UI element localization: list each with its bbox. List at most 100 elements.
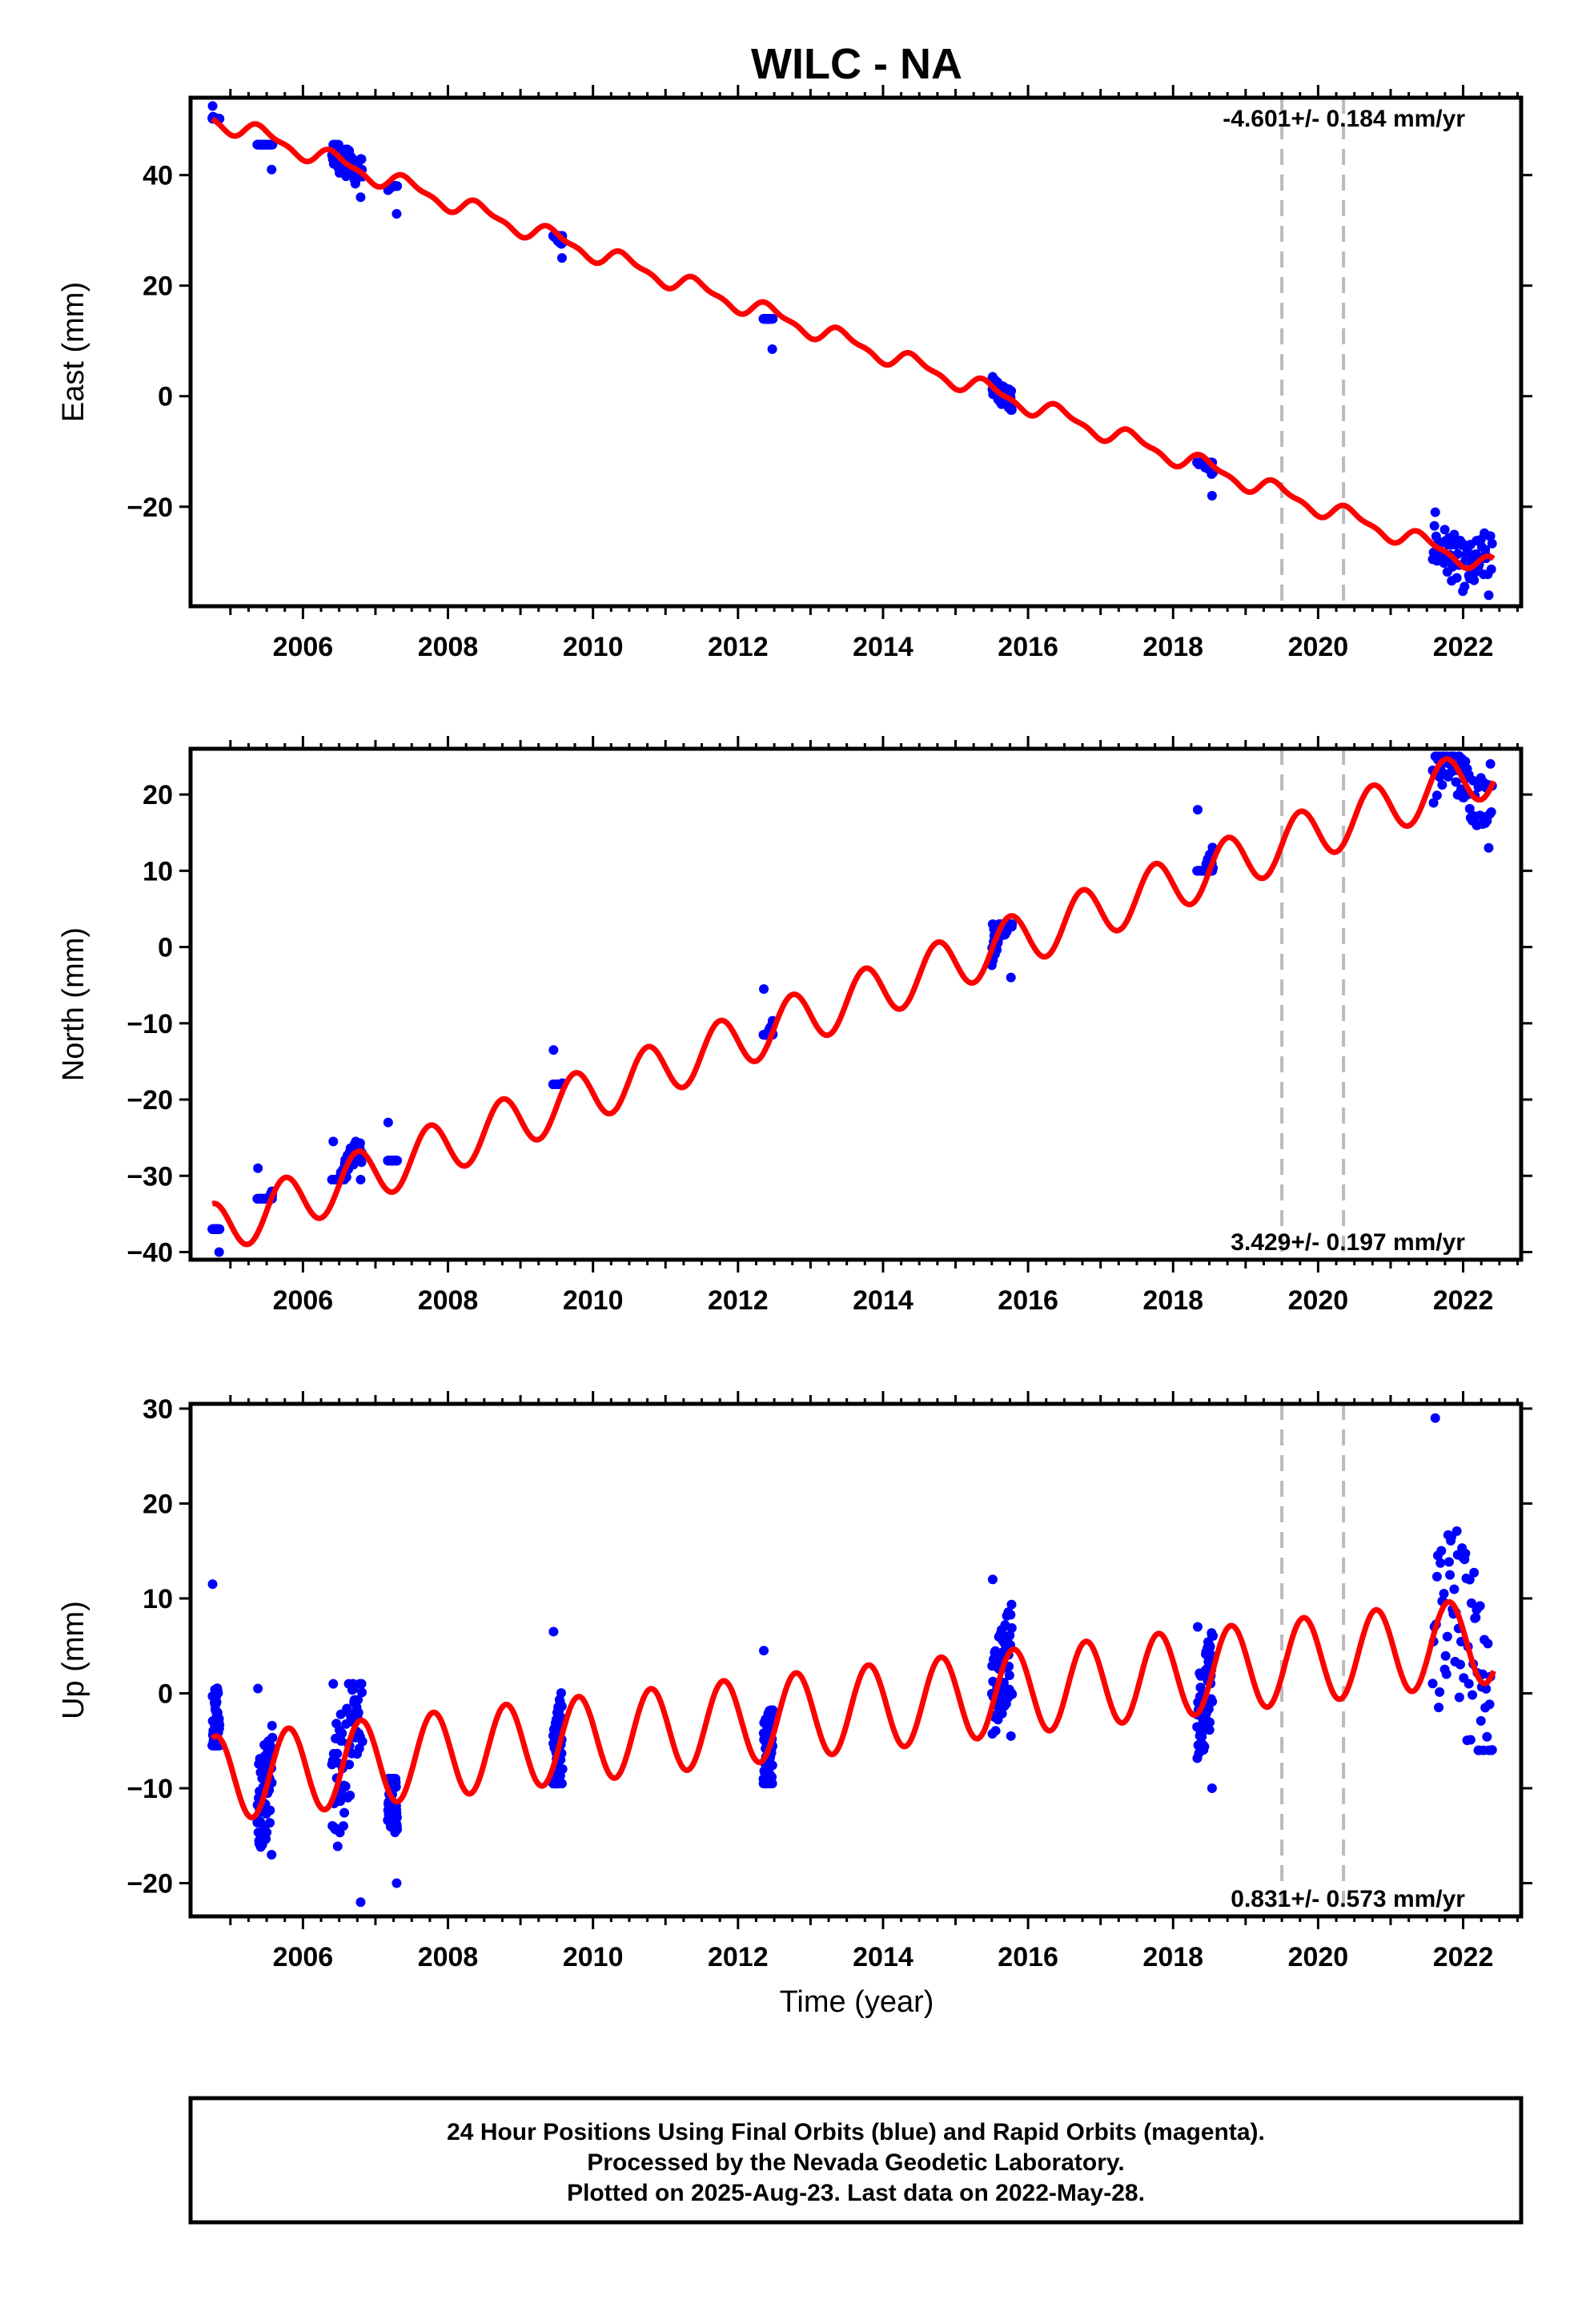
up-point [353, 1695, 363, 1705]
east-x-tick-label: 2020 [1288, 632, 1349, 662]
chart-title: WILC - NA [751, 40, 962, 88]
up-point [1434, 1703, 1444, 1713]
up-x-tick-label: 2006 [273, 1942, 334, 1972]
east-x-tick-label: 2008 [418, 632, 479, 662]
up-point [267, 1849, 277, 1860]
up-point [1199, 1741, 1210, 1751]
north-point [214, 1247, 224, 1257]
east-point [1429, 521, 1439, 531]
north-x-tick-label: 2014 [853, 1285, 913, 1316]
east-point [1484, 590, 1494, 601]
up-point [1203, 1704, 1214, 1715]
up-point [987, 1574, 998, 1585]
north-point [1431, 790, 1442, 801]
up-point [1475, 1601, 1485, 1611]
east-x-tick-label: 2012 [708, 632, 769, 662]
up-point [1483, 1638, 1493, 1649]
east-point [1006, 404, 1017, 415]
up-point [1476, 1715, 1486, 1726]
east-frame [188, 95, 1524, 609]
up-point [337, 1728, 347, 1739]
up-point [768, 1705, 778, 1715]
north-y-tick-label: −30 [126, 1161, 173, 1192]
up-point [1431, 1571, 1442, 1582]
north-point [1460, 756, 1471, 766]
up-point [338, 1821, 348, 1831]
east-point [333, 139, 343, 150]
up-frame [188, 1401, 1524, 1919]
north-x-tick-label: 2008 [418, 1285, 479, 1316]
up-point [1465, 1735, 1476, 1745]
up-point [345, 1791, 355, 1801]
up-point [556, 1701, 567, 1711]
up-point [1006, 1731, 1016, 1741]
up-point [1460, 1548, 1471, 1558]
east-point [1006, 386, 1017, 396]
east-point [1460, 581, 1470, 592]
up-x-tick-label: 2018 [1142, 1942, 1203, 1972]
up-point [265, 1818, 275, 1828]
up-point [990, 1726, 1001, 1736]
north-rate-label: 3.429+/- 0.197 mm/yr [1231, 1229, 1465, 1256]
up-point [213, 1688, 223, 1699]
up-point [1435, 1558, 1446, 1568]
up-point [1443, 1557, 1454, 1567]
up-point [759, 1646, 769, 1656]
north-point [215, 1224, 225, 1234]
footer-line-1: 24 Hour Positions Using Final Orbits (bl… [447, 2119, 1265, 2145]
north-x-tick-label: 2006 [273, 1285, 334, 1316]
north-point [355, 1138, 365, 1148]
north-point [1456, 784, 1467, 794]
east-rate-label: -4.601+/- 0.184 mm/yr [1223, 106, 1465, 132]
east-point [1439, 525, 1450, 535]
north-point [1007, 919, 1018, 930]
up-point [556, 1779, 567, 1789]
east-plot-area [207, 98, 1497, 606]
up-x-tick-label: 2022 [1433, 1942, 1494, 1972]
up-point [1430, 1413, 1440, 1423]
up-point [353, 1707, 363, 1718]
up-point [1455, 1659, 1465, 1670]
east-point [768, 314, 778, 324]
east-y-tick-label: −20 [126, 493, 173, 523]
east-point [392, 181, 403, 191]
up-point [1487, 1745, 1497, 1755]
east-x-tick-label: 2018 [1142, 632, 1203, 662]
up-point [357, 1687, 367, 1698]
up-point [1006, 1622, 1017, 1633]
footer-box [188, 2096, 1524, 2225]
north-panel: 2006 2008 2010 2012 2014 2016 2018 2020 2022−40−… [57, 736, 1532, 1316]
east-point [1452, 573, 1462, 583]
up-point [265, 1805, 275, 1815]
up-point [391, 1812, 402, 1823]
up-model-curve [210, 1598, 1496, 1821]
up-point [1484, 1699, 1495, 1710]
up-point [253, 1683, 263, 1694]
up-point [1204, 1725, 1215, 1735]
east-model-curve [210, 116, 1496, 572]
north-point [253, 1163, 263, 1173]
up-point [1452, 1526, 1462, 1536]
north-point [548, 1045, 559, 1055]
up-panel: 2006 2008 2010 2012 2014 2016 2018 2020 2022−20−… [57, 1391, 1532, 1972]
up-x-tick-label: 2012 [708, 1942, 769, 1972]
north-frame [188, 746, 1524, 1262]
up-point [1464, 1574, 1475, 1585]
north-point [1006, 972, 1016, 983]
up-point [1469, 1567, 1480, 1578]
north-point [1451, 777, 1461, 787]
up-point [262, 1827, 272, 1837]
east-y-tick-label: 40 [143, 161, 173, 191]
north-point [1193, 805, 1203, 815]
east-y-tick-label: 20 [143, 271, 173, 302]
north-plot-area [207, 749, 1497, 1260]
up-point [1468, 1690, 1478, 1700]
up-point [391, 1878, 402, 1888]
up-point [1427, 1679, 1438, 1689]
up-point [1193, 1622, 1203, 1632]
north-y-tick-label: −40 [126, 1237, 173, 1268]
footer-line-2: Processed by the Nevada Geodetic Laborat… [587, 2149, 1124, 2176]
up-point [1441, 1669, 1452, 1679]
up-point [767, 1779, 777, 1789]
up-point [391, 1782, 401, 1792]
